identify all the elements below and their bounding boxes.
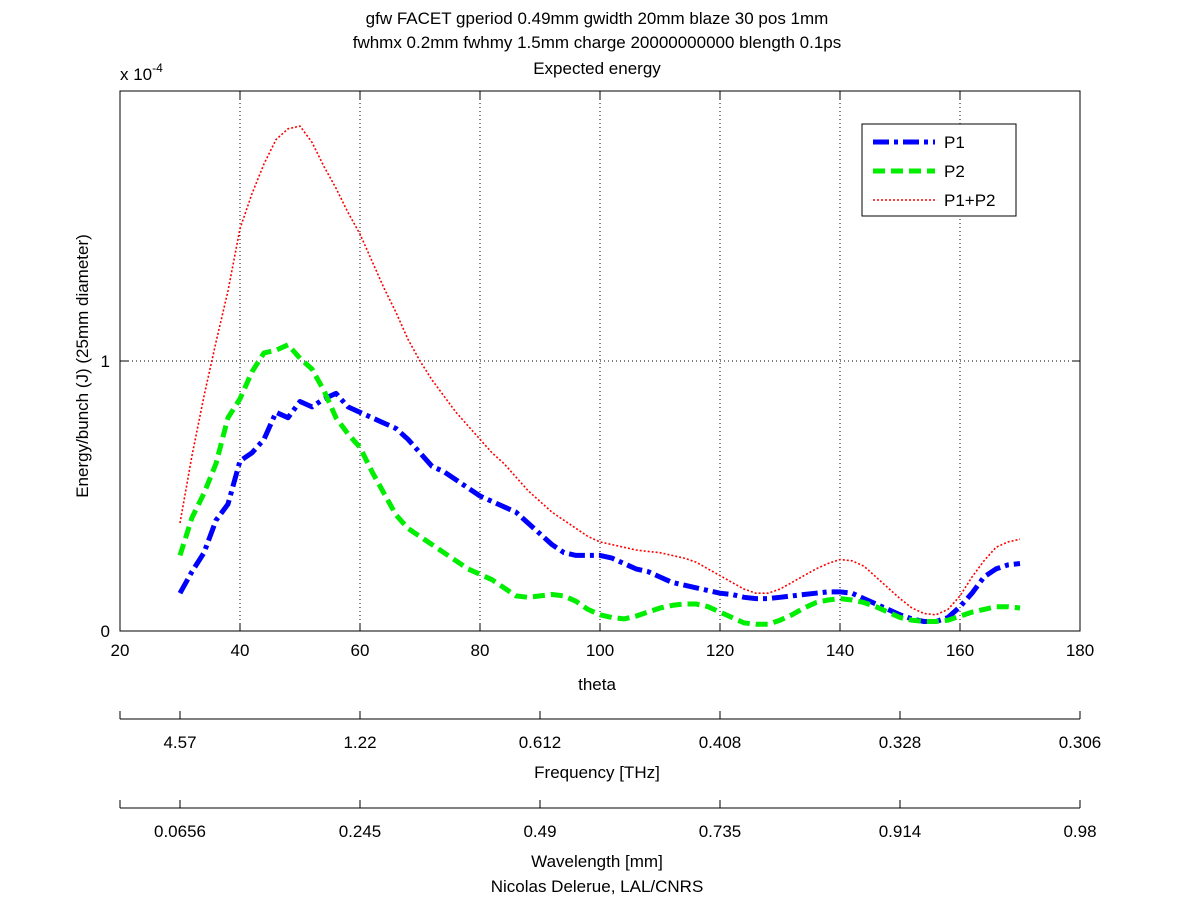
y-axis-label: Energy/bunch (J) (25mm diameter)	[73, 234, 92, 498]
y-axis-ticks: 01	[101, 352, 1080, 641]
chart-title-line-1: gfw FACET gperiod 0.49mm gwidth 20mm bla…	[366, 9, 829, 28]
y-tick-label: 1	[101, 352, 110, 371]
secondary-tick-label: 4.57	[163, 733, 196, 752]
frequency-axis-label: Frequency [THz]	[534, 763, 660, 782]
x-tick-label: 60	[351, 641, 370, 660]
secondary-tick-label: 0.306	[1059, 733, 1102, 752]
secondary-tick-label: 0.98	[1063, 822, 1096, 841]
secondary-tick-label: 0.49	[523, 822, 556, 841]
legend-box	[861, 123, 1017, 217]
chart-title-line-3: Expected energy	[533, 59, 661, 78]
x-tick-label: 120	[706, 641, 734, 660]
series-lines	[177, 125, 1021, 627]
y-multiplier-base: x 10	[120, 65, 152, 84]
x-tick-label: 40	[231, 641, 250, 660]
secondary-tick-label: 1.22	[343, 733, 376, 752]
legend-label-p1: P1	[944, 133, 965, 152]
secondary-tick-label: 0.328	[879, 733, 922, 752]
secondary-tick-label: 0.612	[519, 733, 562, 752]
wavelength-axis-label: Wavelength [mm]	[531, 852, 663, 871]
x-tick-label: 160	[946, 641, 974, 660]
secondary-tick-label: 0.735	[699, 822, 742, 841]
chart-title-line-2: fwhmx 0.2mm fwhmy 1.5mm charge 200000000…	[353, 33, 842, 52]
y-tick-label: 0	[101, 622, 110, 641]
x-tick-label: 80	[471, 641, 490, 660]
legend-label-p2: P2	[944, 162, 965, 181]
author-footer: Nicolas Delerue, LAL/CNRS	[491, 877, 704, 896]
x-tick-label: 140	[826, 641, 854, 660]
legend: P1 P2 P1+P2	[861, 123, 1017, 217]
secondary-tick-label: 0.914	[879, 822, 922, 841]
y-multiplier: x 10-4	[120, 61, 163, 84]
secondary-axes: 4.57 1.22 0.612 0.408 0.328 0.306 0.0656 0.245 0…	[119, 711, 1102, 841]
x-tick-label: 180	[1066, 641, 1094, 660]
secondary-tick-label: 0.408	[699, 733, 742, 752]
x-tick-label: 100	[586, 641, 614, 660]
secondary-tick-label: 0.245	[339, 822, 382, 841]
x-axis-label: theta	[578, 675, 616, 694]
legend-label-p1-p2: P1+P2	[944, 191, 996, 210]
grid-lines	[120, 91, 1080, 631]
x-axis-ticks: 20 40 60 80 100 120 140 160 180	[111, 91, 1094, 660]
y-multiplier-exponent: -4	[152, 61, 163, 75]
x-tick-label: 20	[111, 641, 130, 660]
secondary-tick-label: 0.0656	[154, 822, 206, 841]
series-line-p2	[177, 342, 1021, 627]
